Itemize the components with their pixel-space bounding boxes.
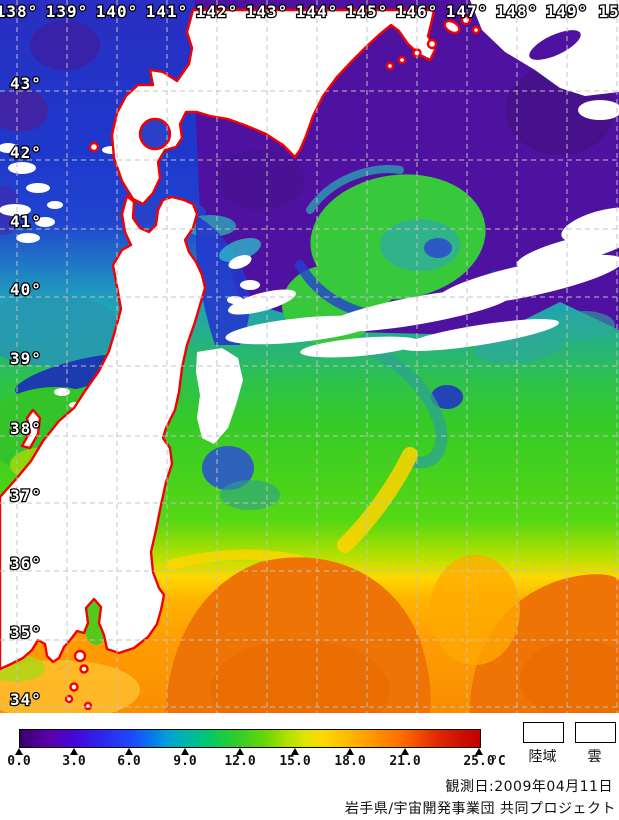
colorbar-tick <box>15 748 23 755</box>
hokkaido-landmass <box>110 8 437 206</box>
colorbar-tick-label: 12.0 <box>224 754 256 769</box>
colorbar-tick-label: 0.0 <box>7 754 31 769</box>
graticule-grid <box>0 0 619 713</box>
lon-label: 141° <box>146 2 189 21</box>
colorbar-tick-label: 6.0 <box>117 754 141 769</box>
kuroshio-warm-region <box>0 447 619 740</box>
colorbar-panel: 0.0 3.0 6.0 9.0 12.0 15.0 18.0 21.0 25.0… <box>0 713 619 820</box>
legend-land-label: 陸域 <box>528 749 557 765</box>
colorbar-tick-label: 9.0 <box>173 754 197 769</box>
lon-label: 139° <box>46 2 89 21</box>
lat-label: 42° <box>10 143 42 162</box>
lat-label: 35° <box>10 623 42 642</box>
izu-islands <box>64 649 93 711</box>
lon-label: 142° <box>196 2 239 21</box>
lon-label: 140° <box>96 2 139 21</box>
legend-cloud-label: 雲 <box>587 749 602 765</box>
observation-date: 観測日:2009年04月11日 <box>445 779 613 795</box>
lat-label: 37° <box>10 486 42 505</box>
colorbar-tick <box>181 748 189 755</box>
colorbar-tick-label: 25.0 <box>463 754 495 769</box>
longitude-labels: 138° 139° 140° 141° 142° 143° 144° 145° … <box>0 1 619 23</box>
lon-label: 148° <box>496 2 539 21</box>
lon-label: 149° <box>546 2 589 21</box>
okushiri-island <box>88 141 100 153</box>
colorbar-tick <box>475 748 483 755</box>
colorbar-tick <box>236 748 244 755</box>
legend-land-swatch <box>523 722 564 743</box>
legend-cloud-swatch <box>575 722 616 743</box>
colorbar-tick <box>401 748 409 755</box>
lat-label: 36° <box>10 554 42 573</box>
lon-label: 145° <box>346 2 389 21</box>
temperature-unit-label: °C <box>490 754 506 769</box>
colorbar-tick-label: 18.0 <box>334 754 366 769</box>
sst-map-image: 138° 139° 140° 141° 142° 143° 144° 145° … <box>0 0 619 740</box>
colorbar-tick <box>346 748 354 755</box>
lat-label: 40° <box>10 280 42 299</box>
lon-label: 144° <box>296 2 339 21</box>
lon-label: 146° <box>396 2 439 21</box>
lat-label: 43° <box>10 74 42 93</box>
lon-label: 15 <box>598 2 619 21</box>
temperature-colorbar <box>19 729 481 748</box>
credit-text: 岩手県/宇宙開発事業団 共同プロジェクト <box>344 801 616 817</box>
cloud-cover <box>529 30 581 60</box>
sado-island <box>20 408 42 450</box>
funka-bay <box>138 117 172 151</box>
landmasses <box>0 8 481 711</box>
colorbar-tick-label: 21.0 <box>389 754 421 769</box>
lat-label: 41° <box>10 212 42 231</box>
colorbar-tick <box>125 748 133 755</box>
lon-label: 143° <box>246 2 289 21</box>
honshu-landmass <box>0 194 207 671</box>
colorbar-tick <box>291 748 299 755</box>
colorbar-tick <box>70 748 78 755</box>
colorbar-tick-label: 15.0 <box>279 754 311 769</box>
lat-label: 39° <box>10 349 42 368</box>
lat-label: 34° <box>10 690 42 709</box>
latitude-labels: 43° 42° 41° 40° 39° 38° 37° 36° 35° 34° <box>9 73 43 711</box>
lat-label: 38° <box>10 419 42 438</box>
colorbar-tick-label: 3.0 <box>62 754 86 769</box>
lon-label: 138° <box>0 2 38 21</box>
lon-label: 147° <box>446 2 489 21</box>
